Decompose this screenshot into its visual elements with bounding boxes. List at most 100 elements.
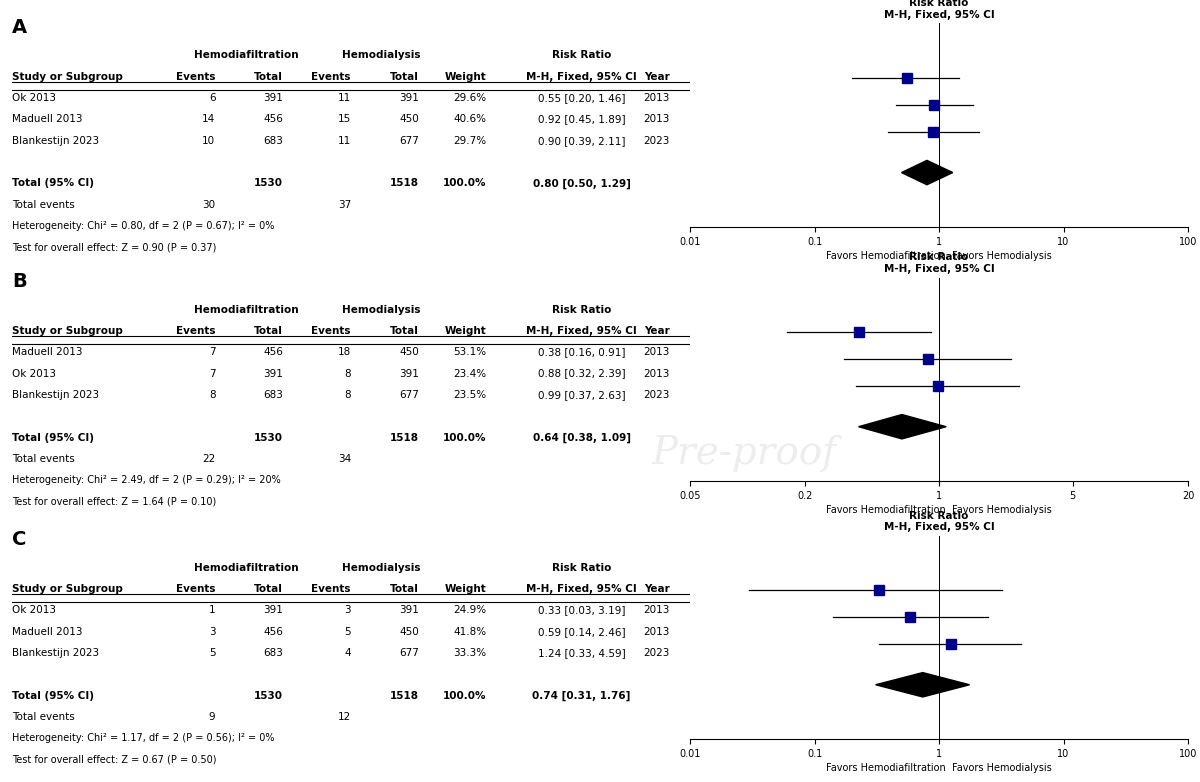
- Text: 37: 37: [337, 199, 352, 210]
- Text: Total: Total: [390, 584, 419, 594]
- Polygon shape: [901, 160, 953, 185]
- Text: Events: Events: [312, 584, 352, 594]
- Text: 450: 450: [400, 347, 419, 357]
- Text: 391: 391: [263, 368, 283, 378]
- Text: 2013: 2013: [643, 114, 670, 124]
- Text: 3: 3: [209, 626, 216, 637]
- Text: Year: Year: [644, 326, 670, 336]
- Text: 14: 14: [202, 114, 216, 124]
- Text: 2023: 2023: [643, 648, 670, 658]
- Text: 2023: 2023: [643, 136, 670, 145]
- Text: 40.6%: 40.6%: [454, 114, 487, 124]
- Text: Maduell 2013: Maduell 2013: [12, 626, 83, 637]
- Text: 683: 683: [263, 136, 283, 145]
- Text: Total: Total: [390, 72, 419, 82]
- Text: Blankestijn 2023: Blankestijn 2023: [12, 390, 100, 400]
- Text: 7: 7: [209, 347, 216, 357]
- Text: 0.88 [0.32, 2.39]: 0.88 [0.32, 2.39]: [538, 368, 625, 378]
- Text: Test for overall effect: Z = 0.67 (P = 0.50): Test for overall effect: Z = 0.67 (P = 0…: [12, 755, 216, 765]
- Text: 53.1%: 53.1%: [454, 347, 487, 357]
- Text: 8: 8: [344, 368, 352, 378]
- Text: 677: 677: [398, 648, 419, 658]
- Text: 10: 10: [203, 136, 216, 145]
- Text: 6: 6: [209, 93, 216, 103]
- Text: 11: 11: [337, 93, 352, 103]
- Text: 456: 456: [263, 114, 283, 124]
- Text: Hemodiafiltration: Hemodiafiltration: [193, 51, 299, 60]
- Text: 0.59 [0.14, 2.46]: 0.59 [0.14, 2.46]: [538, 626, 625, 637]
- Text: 9: 9: [209, 712, 216, 722]
- Text: Events: Events: [176, 584, 216, 594]
- X-axis label: Favors Hemodiafiltration  Favors Hemodialysis: Favors Hemodiafiltration Favors Hemodial…: [826, 505, 1052, 515]
- X-axis label: Favors Hemodiafiltration  Favors Hemodialysis: Favors Hemodiafiltration Favors Hemodial…: [826, 763, 1052, 773]
- Text: 100.0%: 100.0%: [443, 178, 487, 188]
- Text: Risk Ratio: Risk Ratio: [552, 563, 611, 572]
- Text: 1518: 1518: [390, 432, 419, 443]
- Text: 683: 683: [263, 390, 283, 400]
- Text: 0.64 [0.38, 1.09]: 0.64 [0.38, 1.09]: [533, 432, 630, 443]
- Text: Risk Ratio: Risk Ratio: [552, 305, 611, 314]
- X-axis label: Favors Hemodiafiltration  Favors Hemodialysis: Favors Hemodiafiltration Favors Hemodial…: [826, 251, 1052, 260]
- Text: 0.90 [0.39, 2.11]: 0.90 [0.39, 2.11]: [538, 136, 625, 145]
- Text: Events: Events: [312, 72, 352, 82]
- Text: 1530: 1530: [254, 432, 283, 443]
- Text: Total events: Total events: [12, 454, 74, 464]
- Text: Year: Year: [644, 72, 670, 82]
- Text: 683: 683: [263, 648, 283, 658]
- Text: 1.24 [0.33, 4.59]: 1.24 [0.33, 4.59]: [538, 648, 625, 658]
- Text: Blankestijn 2023: Blankestijn 2023: [12, 648, 100, 658]
- Text: 29.7%: 29.7%: [454, 136, 487, 145]
- Text: 8: 8: [344, 390, 352, 400]
- Text: Weight: Weight: [445, 326, 487, 336]
- Text: 1: 1: [209, 605, 216, 615]
- Text: 3: 3: [344, 605, 352, 615]
- Text: Total: Total: [254, 72, 283, 82]
- Text: 1530: 1530: [254, 691, 283, 701]
- Text: 2013: 2013: [643, 605, 670, 615]
- Text: Weight: Weight: [445, 72, 487, 82]
- Text: Hemodialysis: Hemodialysis: [342, 51, 421, 60]
- Text: 0.33 [0.03, 3.19]: 0.33 [0.03, 3.19]: [538, 605, 625, 615]
- Text: Year: Year: [644, 584, 670, 594]
- Polygon shape: [876, 673, 970, 697]
- Text: 391: 391: [398, 93, 419, 103]
- Text: 2023: 2023: [643, 390, 670, 400]
- Text: 677: 677: [398, 390, 419, 400]
- Text: Total events: Total events: [12, 712, 74, 722]
- Text: Pre-proof: Pre-proof: [652, 435, 836, 472]
- Text: 0.38 [0.16, 0.91]: 0.38 [0.16, 0.91]: [538, 347, 625, 357]
- Text: Total (95% CI): Total (95% CI): [12, 691, 94, 701]
- Text: Ok 2013: Ok 2013: [12, 605, 56, 615]
- Text: Test for overall effect: Z = 1.64 (P = 0.10): Test for overall effect: Z = 1.64 (P = 0…: [12, 497, 216, 507]
- Text: Hemodialysis: Hemodialysis: [342, 563, 421, 572]
- Text: 456: 456: [263, 626, 283, 637]
- Text: Hemodiafiltration: Hemodiafiltration: [193, 563, 299, 572]
- Polygon shape: [858, 414, 946, 439]
- Text: Hemodialysis: Hemodialysis: [342, 305, 421, 314]
- Text: Test for overall effect: Z = 0.90 (P = 0.37): Test for overall effect: Z = 0.90 (P = 0…: [12, 242, 216, 253]
- Text: 2013: 2013: [643, 626, 670, 637]
- Text: 23.5%: 23.5%: [454, 390, 487, 400]
- Text: 391: 391: [398, 368, 419, 378]
- Text: 0.55 [0.20, 1.46]: 0.55 [0.20, 1.46]: [538, 93, 625, 103]
- Text: B: B: [12, 272, 26, 292]
- Text: Heterogeneity: Chi² = 0.80, df = 2 (P = 0.67); I² = 0%: Heterogeneity: Chi² = 0.80, df = 2 (P = …: [12, 221, 275, 231]
- Text: 11: 11: [337, 136, 352, 145]
- Text: M-H, Fixed, 95% CI: M-H, Fixed, 95% CI: [526, 326, 637, 336]
- Text: M-H, Fixed, 95% CI: M-H, Fixed, 95% CI: [526, 72, 637, 82]
- Text: 0.80 [0.50, 1.29]: 0.80 [0.50, 1.29]: [533, 178, 630, 188]
- Text: Ok 2013: Ok 2013: [12, 93, 56, 103]
- Text: 7: 7: [209, 368, 216, 378]
- Text: Events: Events: [176, 72, 216, 82]
- Text: 100.0%: 100.0%: [443, 432, 487, 443]
- Title: Risk Ratio
M-H, Fixed, 95% CI: Risk Ratio M-H, Fixed, 95% CI: [883, 253, 995, 274]
- Text: Heterogeneity: Chi² = 1.17, df = 2 (P = 0.56); I² = 0%: Heterogeneity: Chi² = 1.17, df = 2 (P = …: [12, 734, 275, 743]
- Text: 1518: 1518: [390, 178, 419, 188]
- Text: Total: Total: [254, 584, 283, 594]
- Text: Total (95% CI): Total (95% CI): [12, 432, 94, 443]
- Text: Events: Events: [312, 326, 352, 336]
- Text: 450: 450: [400, 114, 419, 124]
- Text: 450: 450: [400, 626, 419, 637]
- Title: Risk Ratio
M-H, Fixed, 95% CI: Risk Ratio M-H, Fixed, 95% CI: [883, 0, 995, 20]
- Text: 456: 456: [263, 347, 283, 357]
